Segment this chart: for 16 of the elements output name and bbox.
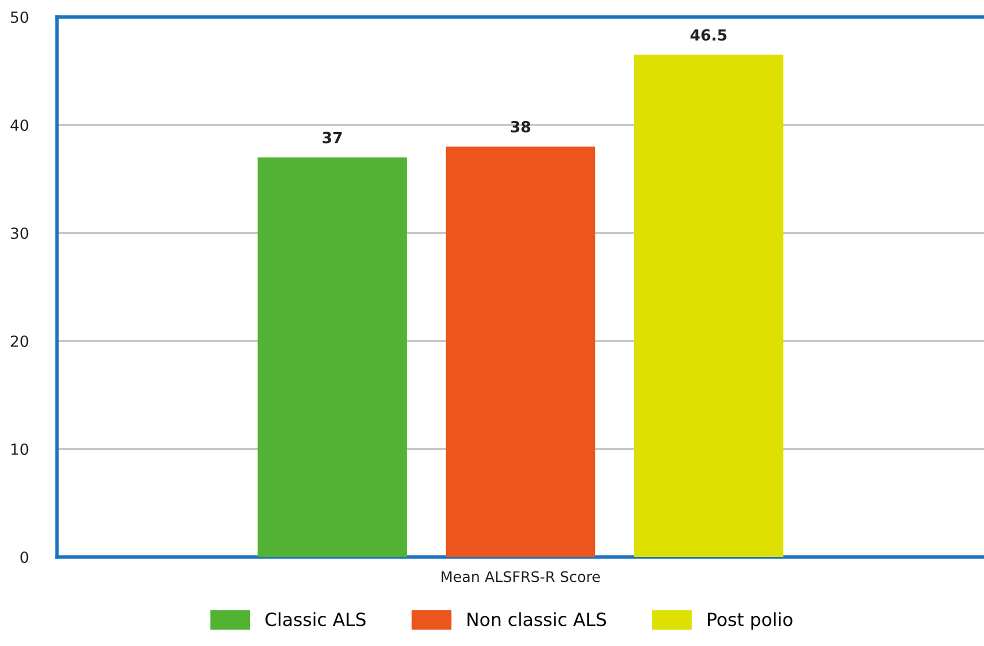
- legend-label: Classic ALS: [266, 612, 366, 626]
- y-tick-label: 10: [11, 443, 28, 456]
- bar: [634, 54, 784, 557]
- y-tick-label: 20: [10, 335, 28, 348]
- legend-label: Post polio: [708, 612, 792, 630]
- y-tick-label: 30: [10, 227, 28, 240]
- y-tick-label: 0: [20, 551, 28, 564]
- y-tick-label: 50: [10, 11, 28, 24]
- x-tick-label: Mean ALSFRS-R Score: [442, 571, 600, 582]
- legend-label: Non classic ALS: [468, 612, 606, 626]
- data-label: 38: [510, 120, 530, 133]
- data-label: 37: [322, 132, 342, 144]
- bar: [258, 157, 407, 557]
- bar: [446, 146, 596, 557]
- y-tick-label: 40: [10, 119, 28, 132]
- data-label: 46.5: [690, 29, 726, 41]
